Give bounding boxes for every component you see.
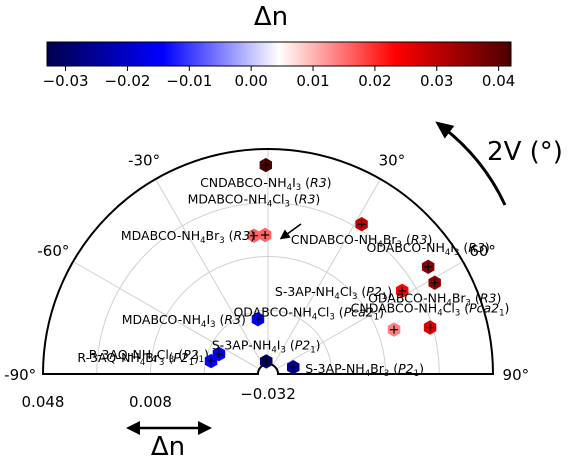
plus-marker bbox=[357, 220, 366, 229]
polar-frame bbox=[41, 148, 495, 375]
plus-marker bbox=[424, 262, 433, 271]
colorbar-tick-label: 0.01 bbox=[296, 72, 329, 90]
plus-marker bbox=[289, 363, 298, 372]
polar-grid bbox=[72, 149, 464, 375]
point-label: MDABCO-NH4I3 (R3) bbox=[122, 312, 246, 330]
angular-tick-label: 30° bbox=[379, 151, 406, 169]
plus-marker bbox=[398, 286, 407, 295]
angular-axis-label: 2V (°) bbox=[487, 137, 563, 167]
point-label: R-3AQ-NH4Br3 (P21) bbox=[77, 350, 199, 368]
data-point: S-3AP-NH4I3 (P21) bbox=[212, 337, 321, 369]
plus-marker bbox=[249, 231, 258, 240]
radial-axis-label: Δn bbox=[151, 432, 185, 458]
point-label: MDABCO-NH4Cl3 (R3) bbox=[188, 192, 321, 210]
colorbar-title: Δn bbox=[254, 2, 288, 32]
data-points: CNDABCO-NH4I3 (R3)MDABCO-NH4Cl3 (R3) MDAB… bbox=[77, 157, 510, 379]
radial-tick-label: 0.008 bbox=[129, 393, 172, 411]
data-point: S-3AP-NH4Br3 (P21) bbox=[287, 360, 424, 379]
point-label: CNDABCO-NH4Br3 (R3) bbox=[291, 232, 433, 250]
colorbar-tick-label: 0.03 bbox=[420, 72, 453, 90]
colorbar-tick-label: −0.03 bbox=[43, 72, 89, 90]
plus-marker bbox=[426, 323, 435, 332]
point-label: CNDABCO-NH4Cl3 (Pca21) bbox=[351, 301, 510, 319]
angular-gridline bbox=[72, 261, 260, 370]
data-point: MDABCO-NH4Cl3 (R3) bbox=[188, 192, 321, 243]
data-point: S-3AP-NH4Cl3 (P21) bbox=[275, 283, 409, 302]
point-label: ODABCO-NH4Br3 (R3) bbox=[368, 291, 501, 309]
data-point: ODABCO-NH4I3 (R3) bbox=[367, 240, 490, 274]
point-label: S-3AP-NH4I3 (P21) bbox=[212, 337, 321, 355]
angular-gridline bbox=[155, 178, 264, 366]
angular-tick-label: -90° bbox=[4, 366, 36, 384]
data-point: R-3AQ-NH4Br3 (P21) bbox=[77, 350, 218, 369]
angular-tick-label: -60° bbox=[37, 242, 69, 260]
plus-marker bbox=[262, 357, 271, 366]
point-label: R-3AQ-NH4Cl3 (P21) bbox=[89, 347, 209, 365]
data-point: CNDABCO-NH4Br3 (R3) bbox=[291, 217, 433, 250]
data-point: CNDABCO-NH4Cl3 (Pca21) bbox=[351, 301, 510, 335]
angular-tick-label: 90° bbox=[503, 366, 530, 384]
angular-tick-label: 60° bbox=[469, 242, 496, 260]
angular-tick-labels: -90° -60° -30° 30° 60° 90° bbox=[4, 151, 529, 384]
colorbar-ticks: −0.03 −0.02 −0.01 0.00 0.01 0.02 0.03 0.04 bbox=[43, 66, 515, 90]
point-label: S-3AP-NH4Cl3 (P21) bbox=[275, 284, 392, 302]
colorbar-tick-label: −0.01 bbox=[166, 72, 212, 90]
colorbar-tick-label: 0.02 bbox=[358, 72, 391, 90]
plus-marker bbox=[390, 325, 399, 334]
colorbar bbox=[46, 41, 512, 67]
colorbar-tick-label: 0.04 bbox=[482, 72, 515, 90]
colorbar-tick-label: −0.02 bbox=[104, 72, 150, 90]
data-point: ODABCO-NH4Br3 (R3) bbox=[368, 275, 501, 309]
angular-tick-label: -30° bbox=[128, 151, 160, 169]
point-label: ODABCO-NH4I3 (R3) bbox=[367, 240, 490, 258]
plus-marker bbox=[207, 357, 216, 366]
angular-axis-arrow bbox=[435, 121, 507, 206]
data-point: MDABCO-NH4Br3 (R3) bbox=[121, 227, 272, 246]
point-label: MDABCO-NH4Br3 (R3) bbox=[121, 228, 255, 246]
plus-marker bbox=[214, 349, 223, 358]
data-point: ODABCO-NH4Cl3 (Pca21) bbox=[233, 305, 401, 337]
radial-tick-label: 0.048 bbox=[22, 393, 65, 411]
radial-center-label: −0.032 bbox=[240, 385, 296, 403]
plus-marker bbox=[261, 161, 270, 170]
data-point: MDABCO-NH4I3 (R3) bbox=[122, 312, 265, 330]
point-label: ODABCO-NH4Cl3 (Pca21) bbox=[233, 305, 384, 323]
plus-marker bbox=[430, 278, 439, 287]
point-label: S-3AP-NH4Br3 (P21) bbox=[305, 361, 424, 379]
annotation-arrow bbox=[279, 223, 302, 240]
colorbar-tick-label: 0.00 bbox=[234, 72, 267, 90]
plus-marker bbox=[261, 231, 270, 240]
data-point: CNDABCO-NH4I3 (R3) bbox=[200, 157, 332, 193]
plus-marker bbox=[253, 315, 262, 324]
angular-gridline bbox=[272, 178, 381, 366]
point-label: CNDABCO-NH4I3 (R3) bbox=[200, 175, 332, 193]
